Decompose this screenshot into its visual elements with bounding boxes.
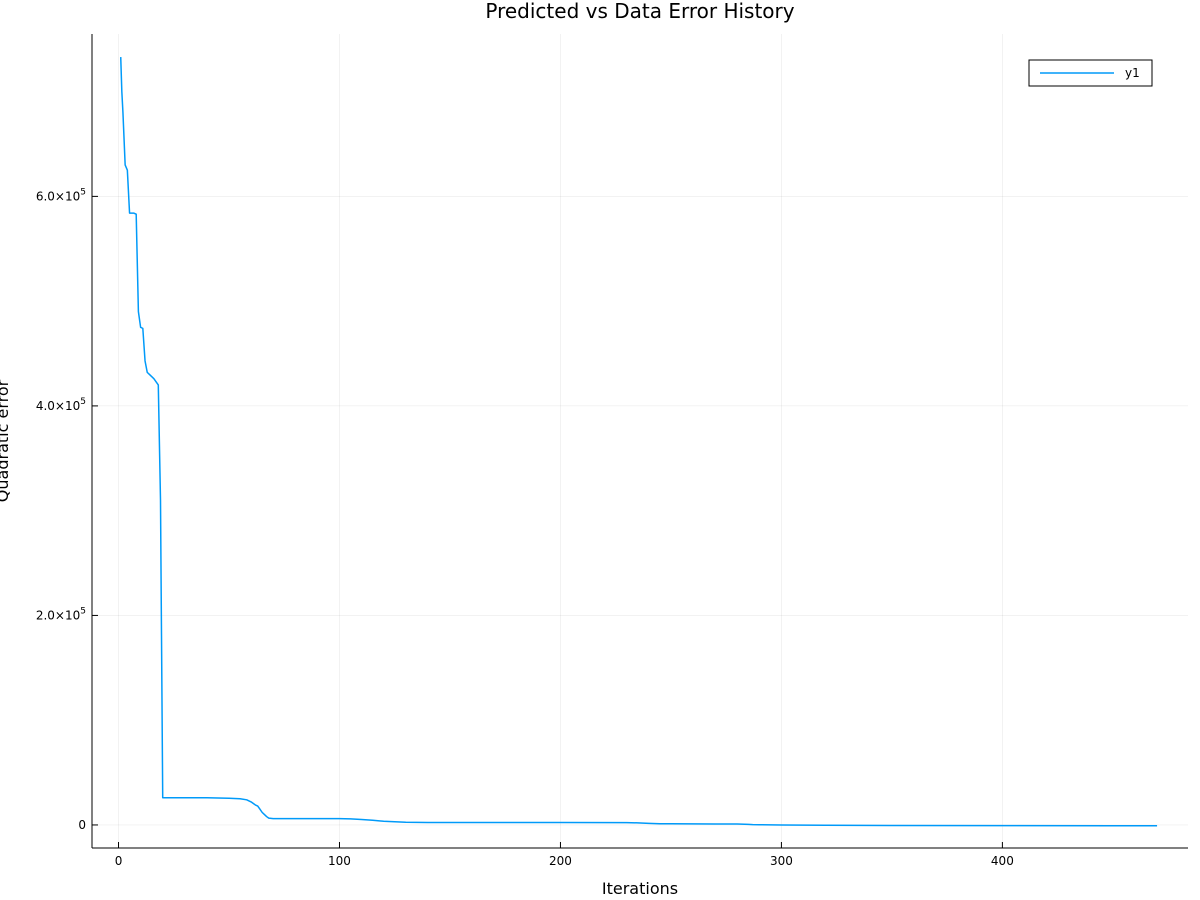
x-ticks: 0 100 200 300 400 (115, 842, 1014, 868)
legend-label-y1: y1 (1125, 66, 1140, 80)
chart-title: Predicted vs Data Error History (485, 0, 794, 23)
y-ticks: 0 2.0×105 4.0×105 6.0×105 (36, 187, 98, 832)
legend: y1 (1028, 59, 1153, 87)
x-axis-label: Iterations (602, 879, 678, 898)
x-tick-label: 400 (991, 854, 1014, 868)
x-tick-label: 100 (328, 854, 351, 868)
axes (91, 34, 1188, 849)
y-tick-label: 6.0×105 (36, 187, 86, 203)
y-axis-label: Quadratic error (0, 379, 12, 502)
x-tick-label: 200 (549, 854, 572, 868)
y-tick-label: 4.0×105 (36, 397, 86, 413)
series-line-y1 (119, 57, 1158, 827)
grid (92, 34, 1188, 848)
series-group (119, 57, 1158, 827)
x-tick-label: 300 (770, 854, 793, 868)
y-tick-label: 2.0×105 (36, 606, 86, 622)
y-tick-label: 0 (78, 818, 86, 832)
x-tick-label: 0 (115, 854, 123, 868)
